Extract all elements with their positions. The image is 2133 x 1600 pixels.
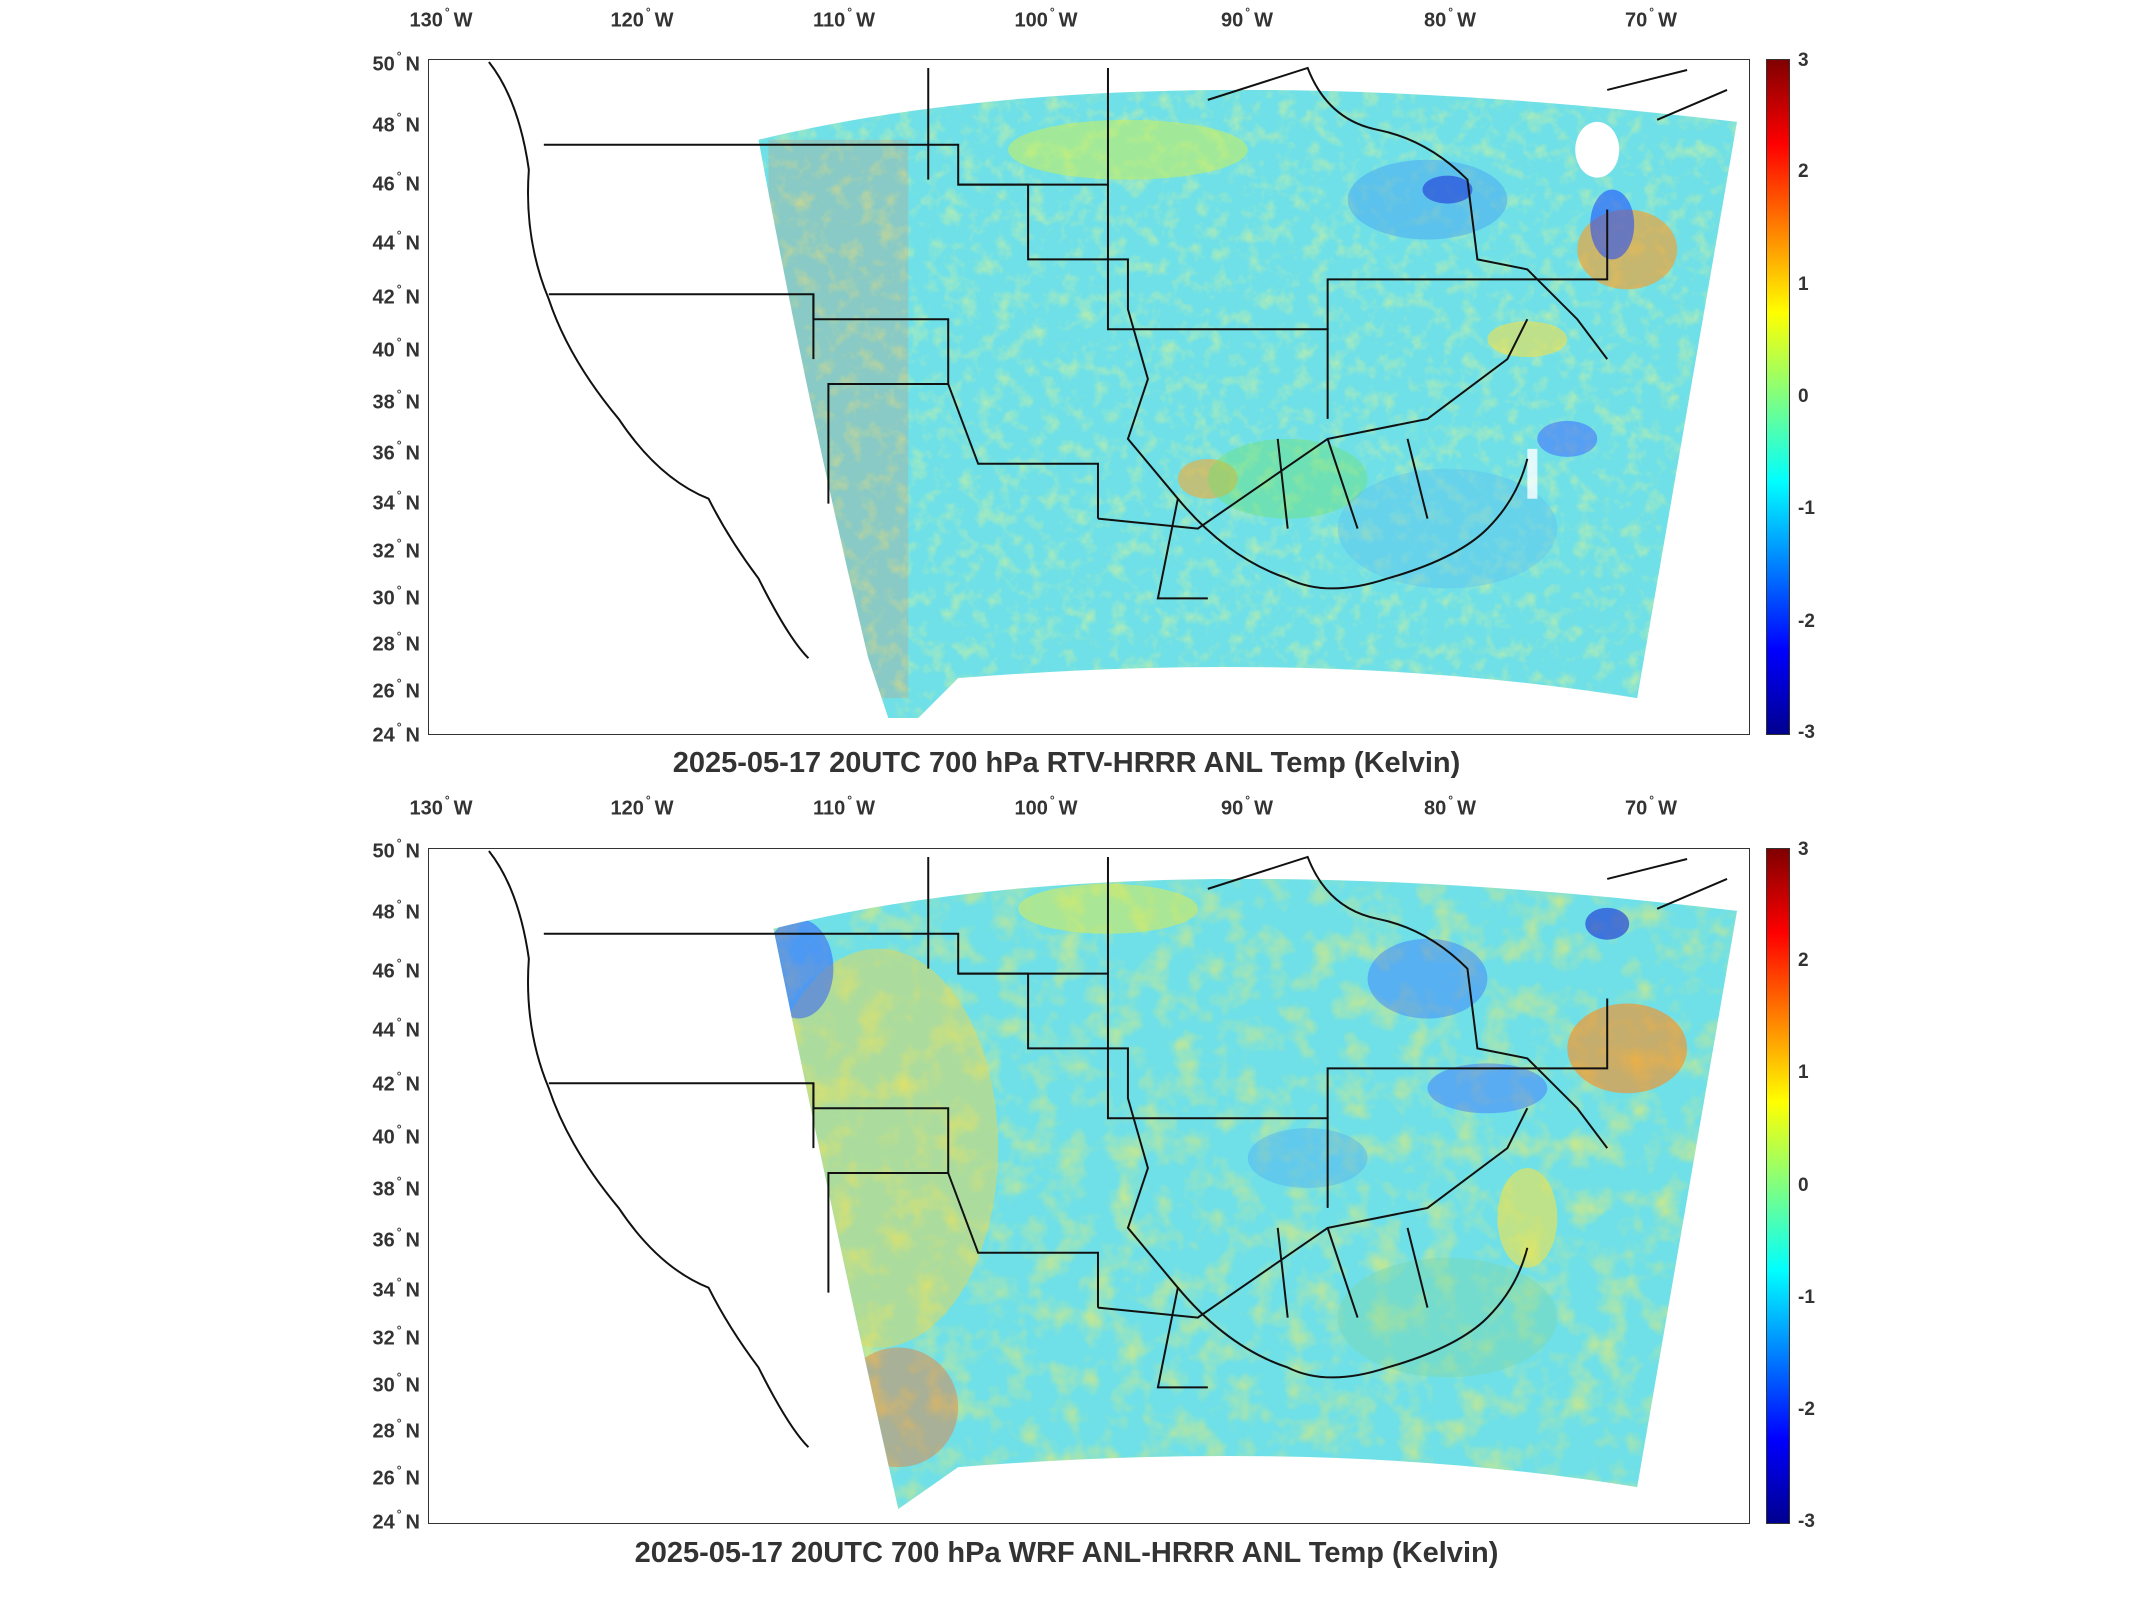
lat-label: 26 ° N [372,676,420,703]
colorbar-tick: 0 [1798,1175,1809,1196]
lat-label: 48 ° N [372,897,420,924]
map-panel-wrf: 130 ° W 120 ° W 110 ° W 100 ° W 90 ° W 80 ° W 70 ° W 5… [0,790,2133,1600]
colorbar-tick: 3 [1798,839,1809,860]
lat-label: 26 ° N [372,1463,420,1490]
colorbar-tick: -2 [1798,1399,1815,1420]
colorbar-tick: 1 [1798,1062,1809,1083]
lon-label: 130 ° W [409,793,473,820]
lat-label: 44 ° N [372,228,420,255]
colorbar-tick: -3 [1798,722,1815,743]
lat-label: 50 ° N [372,49,420,76]
colorbar-tick: 3 [1798,50,1809,71]
lon-label: 120 ° W [610,5,674,32]
map-panel-rtv: 130 ° W 120 ° W 110 ° W 100 ° W 90 ° W 80 ° W 70 ° W 5… [372,5,1815,779]
lat-label: 36 ° N [372,438,420,465]
lat-label: 38 ° N [372,387,420,414]
colorbar [1766,848,1790,1524]
lat-label: 40 ° N [372,335,420,362]
lat-label: 42 ° N [372,282,420,309]
lat-label: 24 ° N [372,720,420,747]
lon-label: 80 ° W [1424,793,1476,820]
colorbar-tick: -1 [1798,498,1815,519]
lat-label: 36 ° N [372,1225,420,1252]
lat-label: 28 ° N [372,629,420,656]
lon-label: 120 ° W [610,793,674,820]
lat-label: 44 ° N [372,1015,420,1042]
lon-label: 100 ° W [1014,793,1078,820]
colorbar-tick: 0 [1798,386,1809,407]
lon-label: 100 ° W [1014,5,1078,32]
colorbar-tick: -2 [1798,611,1815,632]
panel-title: 2025-05-17 20UTC 700 hPa RTV-HRRR ANL Te… [672,747,1461,779]
lat-label: 24 ° N [372,1507,420,1534]
colorbar-tick: -3 [1798,1511,1815,1532]
lat-label: 30 ° N [372,1370,420,1397]
lon-label: 90 ° W [1221,793,1273,820]
colorbar-tick: 2 [1798,950,1809,971]
lat-label: 32 ° N [372,1323,420,1350]
lat-label: 48 ° N [372,110,420,137]
lat-label: 50 ° N [372,836,420,863]
lon-label: 70 ° W [1625,5,1677,32]
temperature-difference-field [488,850,1738,1510]
temperature-difference-field [488,61,1738,719]
lon-label: 110 ° W [813,793,875,820]
colorbar-tick: 1 [1798,274,1809,295]
lon-label: 130 ° W [409,5,473,32]
map-plot-area [428,59,1750,735]
lat-label: 40 ° N [372,1122,420,1149]
lat-label: 34 ° N [372,1275,420,1302]
lat-label: 46 ° N [372,169,420,196]
colorbar [1766,59,1790,735]
lon-label: 80 ° W [1424,5,1476,32]
colorbar-tick: 2 [1798,161,1809,182]
colorbar-tick: -1 [1798,1287,1815,1308]
lat-label: 42 ° N [372,1069,420,1096]
lat-label: 32 ° N [372,536,420,563]
lat-label: 34 ° N [372,488,420,515]
lat-label: 30 ° N [372,583,420,610]
lat-label: 38 ° N [372,1174,420,1201]
lat-label: 46 ° N [372,956,420,983]
map-plot-area [428,848,1750,1524]
lon-label: 110 ° W [813,5,875,32]
lon-label: 90 ° W [1221,5,1273,32]
panel-title: 2025-05-17 20UTC 700 hPa WRF ANL-HRRR AN… [634,1537,1499,1569]
lon-label: 70 ° W [1625,793,1677,820]
lat-label: 28 ° N [372,1416,420,1443]
